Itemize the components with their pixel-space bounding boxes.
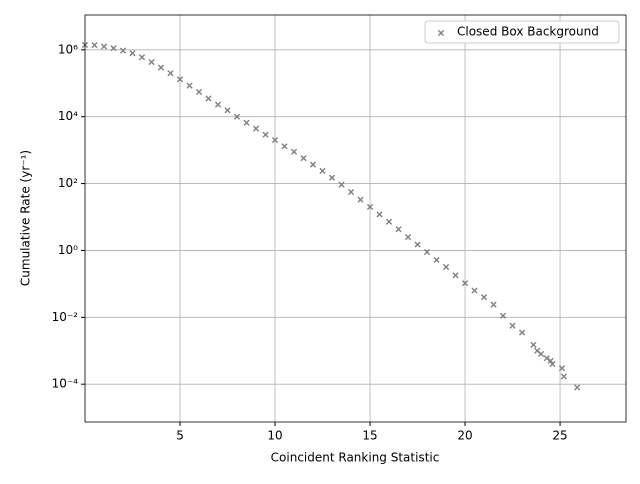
x-tick-label: 25 <box>552 429 567 443</box>
point <box>347 188 355 196</box>
point <box>252 125 260 132</box>
point <box>461 280 469 287</box>
point <box>558 365 566 372</box>
point <box>530 341 537 348</box>
point <box>262 131 269 138</box>
point <box>518 329 526 336</box>
point <box>423 249 431 256</box>
y-tick-label: 10⁴ <box>58 109 78 123</box>
point <box>543 355 550 362</box>
point <box>100 43 108 50</box>
point <box>537 350 545 358</box>
point <box>560 373 567 380</box>
point <box>490 301 497 308</box>
point <box>574 384 581 391</box>
legend-box <box>424 20 620 44</box>
y-axis-label: Cumulative Rate (yr⁻¹) <box>19 150 33 286</box>
point <box>366 203 374 211</box>
point <box>376 211 383 218</box>
point <box>309 161 317 168</box>
point <box>499 312 507 319</box>
point <box>271 136 279 144</box>
point <box>290 148 298 155</box>
point <box>433 256 440 264</box>
point <box>328 174 336 181</box>
x-tick-label: 20 <box>457 429 472 443</box>
x-tick-label: 5 <box>176 429 184 443</box>
point <box>195 88 203 96</box>
point <box>480 294 488 301</box>
point <box>110 45 117 52</box>
point <box>414 241 421 248</box>
point <box>404 234 412 241</box>
y-tick-label: 10⁰ <box>58 243 78 257</box>
point <box>442 263 450 271</box>
point <box>138 54 146 61</box>
y-tick-label: 10⁶ <box>58 42 78 56</box>
point <box>224 107 231 114</box>
y-tick-label: 10⁻² <box>52 310 79 324</box>
point <box>509 322 516 329</box>
y-tick-label: 10² <box>58 176 78 190</box>
point <box>338 181 345 188</box>
x-tick-label: 15 <box>362 429 377 443</box>
point <box>385 218 393 225</box>
point <box>214 101 222 108</box>
point <box>157 64 165 71</box>
legend-label: Closed Box Background <box>457 25 599 39</box>
point <box>233 113 241 120</box>
point <box>357 196 364 203</box>
point <box>243 119 250 126</box>
point <box>205 95 212 102</box>
point <box>148 58 155 66</box>
point <box>395 226 402 233</box>
point <box>319 167 326 174</box>
point <box>549 360 556 368</box>
point <box>281 143 288 150</box>
x-tick-label: 10 <box>267 429 282 443</box>
point <box>119 47 127 54</box>
y-tick-label: 10⁻⁴ <box>52 377 79 391</box>
point <box>186 82 193 89</box>
point <box>176 76 184 83</box>
point <box>452 272 459 279</box>
point <box>471 287 478 294</box>
point <box>300 155 307 162</box>
plot-frame <box>84 14 627 423</box>
point <box>129 50 136 57</box>
legend-marker <box>437 29 445 37</box>
point <box>547 357 554 364</box>
point <box>91 42 98 49</box>
x-axis-label: Coincident Ranking Statistic <box>271 451 440 465</box>
point <box>167 70 174 77</box>
